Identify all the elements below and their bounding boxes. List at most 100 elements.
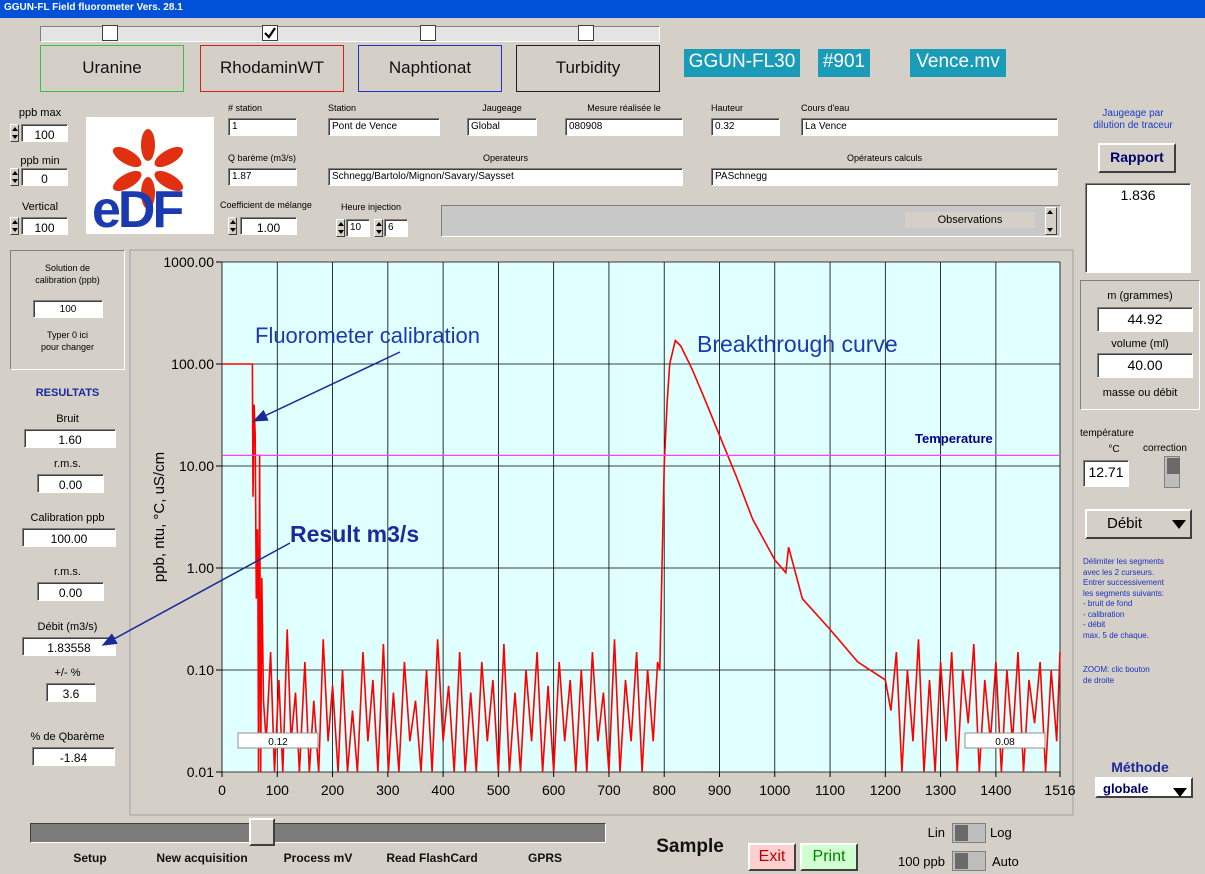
instruction-line: - calibration (1083, 609, 1125, 619)
x-tick-label: 300 (376, 782, 400, 798)
observations-label: Observations (905, 212, 1035, 228)
result-label: Bruit (56, 413, 79, 425)
correction-label: correction (1143, 443, 1187, 454)
sample-label: Sample (656, 836, 724, 857)
menu-item[interactable]: New acquisition (156, 851, 248, 865)
volume-input[interactable]: 40.00 (1097, 353, 1193, 378)
spinner[interactable] (374, 219, 383, 237)
instruction-line: - débit (1083, 620, 1106, 629)
instruction-line: avec les 2 curseurs. (1083, 567, 1155, 577)
channel-tab[interactable]: Uranine (40, 45, 184, 92)
cursor-label: 0.12 (268, 737, 288, 748)
check-path (264, 27, 276, 39)
logo-petal (141, 129, 155, 161)
calibration-input[interactable]: 100 (33, 300, 103, 318)
range-label: 100 ppb (898, 854, 945, 869)
chart-frame (129, 249, 1074, 816)
field-label: Hauteur (711, 103, 744, 113)
field-input[interactable]: PASchnegg (711, 168, 1058, 186)
injection-minute[interactable]: 6 (384, 219, 408, 237)
field-input[interactable]: Global (467, 118, 537, 136)
menu-item[interactable]: GPRS (527, 851, 562, 865)
scale-input[interactable]: 0 (21, 168, 68, 186)
field-input[interactable]: 080908 (565, 118, 683, 136)
menu-slider-thumb[interactable] (249, 818, 275, 846)
result-label: r.m.s. (54, 566, 81, 578)
scale-label: ppb min (20, 155, 60, 167)
logo-graphic: eDF (92, 129, 185, 239)
field-input[interactable]: 0.32 (711, 118, 780, 136)
scale-input[interactable]: 100 (21, 217, 68, 235)
channel-checkbox[interactable] (102, 25, 118, 41)
mass-input[interactable]: 44.92 (1097, 307, 1193, 332)
field-input[interactable]: 1 (228, 118, 297, 136)
logo: eDF (86, 117, 214, 239)
scale-input[interactable]: 100 (21, 124, 68, 142)
injection-hour[interactable]: 10 (346, 219, 370, 237)
result-input: 0.00 (37, 474, 104, 493)
auto-label: Auto (992, 854, 1019, 869)
menu-item[interactable]: Read FlashCard (386, 851, 478, 865)
menu-slider-track[interactable] (30, 823, 606, 843)
channel-tab[interactable]: RhodaminWT (200, 45, 344, 92)
channel-checkbox[interactable] (420, 25, 436, 41)
field-label: Opérateurs calculs (846, 153, 923, 163)
annotation: Result m3/s (290, 521, 419, 547)
result-input: 1.83558 (22, 637, 116, 656)
result-label: % de Qbarème (30, 731, 105, 743)
result-label: Débit (m3/s) (37, 621, 98, 633)
spinner[interactable] (10, 217, 19, 235)
data-line (222, 338, 1061, 773)
instruction-line: Délimiter les segments (1083, 557, 1164, 566)
channel-checkbox[interactable] (578, 25, 594, 41)
x-tick-label: 900 (708, 782, 732, 798)
field-input[interactable]: La Vence (801, 118, 1058, 136)
results-title: RESULTATS (35, 387, 100, 399)
y-tick-label: 100.00 (171, 356, 214, 372)
channel-tab[interactable]: Naphtionat (358, 45, 502, 92)
mixing-input[interactable]: 1.00 (240, 217, 297, 235)
mass-panel (1080, 280, 1200, 410)
report-button[interactable]: Rapport (1098, 143, 1176, 173)
spinner[interactable] (228, 217, 237, 235)
logo-text: eDF (92, 181, 182, 234)
logo-petal (112, 170, 142, 192)
instruction-line: max. 5 de chaque. (1083, 630, 1149, 640)
result-label: +/- % (54, 667, 81, 679)
y-tick-label: 10.00 (179, 458, 214, 474)
output-dropdown[interactable]: Débit (1085, 509, 1192, 539)
x-tick-label: 400 (431, 782, 455, 798)
instruction-line: - bruit de fond (1083, 599, 1133, 608)
temp-unit: °C (1108, 444, 1120, 455)
report-result: 1.836 (1085, 183, 1191, 273)
cursor-box (237, 732, 319, 749)
spinner[interactable] (10, 168, 19, 186)
menu-item[interactable]: Setup (73, 851, 107, 865)
field-input[interactable]: Pont de Vence (328, 118, 440, 136)
x-tick-label: 1100 (815, 782, 845, 798)
result-label: Calibration ppb (30, 512, 105, 524)
method-dropdown[interactable]: globale (1095, 777, 1193, 798)
temp-input[interactable]: 12.71 (1083, 460, 1129, 487)
y-tick-label: 0.10 (187, 662, 214, 678)
exit-button[interactable]: Exit (748, 843, 796, 871)
field-input[interactable]: 1.87 (228, 168, 297, 186)
print-button[interactable]: Print (800, 843, 858, 871)
spinner[interactable] (336, 219, 345, 237)
channel-tab[interactable]: Turbidity (516, 45, 660, 92)
lin-log-switch[interactable] (952, 823, 986, 843)
channel-checkbox[interactable] (262, 25, 278, 41)
x-tick-label: 700 (597, 782, 621, 798)
correction-switch[interactable] (1164, 456, 1180, 488)
result-input: 1.60 (24, 429, 116, 448)
menu-item[interactable]: Process mV (283, 851, 353, 865)
lin-label: Lin (927, 825, 945, 840)
temp-label: température (1080, 428, 1134, 439)
range-switch[interactable] (952, 851, 986, 871)
injection-label: Heure injection (340, 202, 402, 212)
spinner[interactable] (10, 124, 19, 142)
mass-label: m (grammes) (1107, 290, 1173, 302)
title-bar: GGUN-FL Field fluorometer Vers. 28.1 (0, 0, 1205, 18)
field-input[interactable]: Schnegg/Bartolo/Mignon/Savary/Saysset (328, 168, 683, 186)
